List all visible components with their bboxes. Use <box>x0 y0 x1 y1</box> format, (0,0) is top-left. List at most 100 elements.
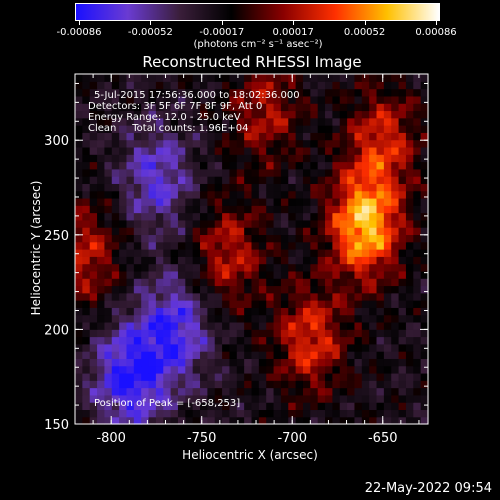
heatmap-cell <box>376 249 385 257</box>
heatmap-cell <box>155 205 164 214</box>
heatmap-cell <box>339 241 348 250</box>
heatmap-cell <box>89 321 98 330</box>
heatmap-cell <box>177 146 186 155</box>
heatmap-cell <box>332 409 341 418</box>
heatmap-cell <box>207 372 216 381</box>
heatmap-cell <box>104 227 113 236</box>
heatmap-cell <box>251 183 260 192</box>
heatmap-cell <box>325 168 333 177</box>
heatmap-cell <box>266 168 275 177</box>
heatmap-cell <box>258 256 267 265</box>
heatmap-cell <box>192 219 201 228</box>
heatmap-cell <box>273 336 282 345</box>
heatmap-cell <box>383 190 392 199</box>
heatmap-cell <box>369 329 378 338</box>
heatmap-cell <box>325 176 333 184</box>
heatmap-cell <box>119 380 128 389</box>
heatmap-cell <box>347 351 356 359</box>
heatmap-cell <box>310 300 319 308</box>
heatmap-cell <box>192 336 201 345</box>
heatmap-cell <box>295 197 304 206</box>
heatmap-cell <box>361 380 370 389</box>
heatmap-cell <box>302 285 311 294</box>
heatmap-cell <box>75 241 83 250</box>
heatmap-cell <box>148 329 157 338</box>
heatmap-cell <box>251 300 260 308</box>
heatmap-cell <box>317 307 326 316</box>
detectors: Detectors: 3F 5F 6F 7F 8F 9F, Att 0 <box>88 101 263 112</box>
heatmap-cell <box>332 197 341 206</box>
heatmap-cell <box>111 263 120 272</box>
peak-position: Position of Peak = [-658,253] <box>94 398 241 409</box>
heatmap-cell <box>229 219 238 228</box>
heatmap-cell <box>413 103 422 112</box>
heatmap-cell <box>236 190 245 199</box>
heatmap-cell <box>111 103 120 112</box>
heatmap-cell <box>170 285 179 294</box>
heatmap-cell <box>111 125 120 133</box>
heatmap-cell <box>376 285 385 294</box>
heatmap-cell <box>185 343 194 352</box>
heatmap-cell <box>369 154 378 163</box>
heatmap-cell <box>207 205 216 214</box>
heatmap-cell <box>97 125 106 133</box>
heatmap-cell <box>369 358 378 367</box>
heatmap-cell <box>222 285 231 294</box>
heatmap-cell <box>244 146 253 155</box>
heatmap-cell <box>391 336 400 345</box>
heatmap-cell <box>185 74 194 82</box>
heatmap-cell <box>111 183 120 192</box>
heatmap-cell <box>104 387 113 396</box>
heatmap-cell <box>155 336 164 345</box>
heatmap-cell <box>398 168 407 177</box>
heatmap-cell <box>391 380 400 389</box>
heatmap-cell <box>170 343 179 352</box>
heatmap-cell <box>163 270 172 279</box>
heatmap-cell <box>339 416 348 425</box>
heatmap-cell <box>273 125 282 133</box>
heatmap-cell <box>133 154 142 163</box>
heatmap-cell <box>222 212 231 221</box>
heatmap-cell <box>200 81 208 90</box>
heatmap-cell <box>420 343 429 352</box>
heatmap-cell <box>222 132 231 141</box>
heatmap-cell <box>295 285 304 294</box>
heatmap-cell <box>266 343 275 352</box>
heatmap-cell <box>89 146 98 155</box>
heatmap-cell <box>266 125 275 133</box>
heatmap-cell <box>185 110 194 119</box>
heatmap-cell <box>97 74 106 82</box>
heatmap-cell <box>97 358 106 367</box>
heatmap-cell <box>295 205 304 214</box>
heatmap-cell <box>266 358 275 367</box>
heatmap-cell <box>141 292 150 301</box>
heatmap-cell <box>207 380 216 389</box>
heatmap-cell <box>214 176 223 184</box>
heatmap-cell <box>229 336 238 345</box>
heatmap-cell <box>207 416 216 425</box>
heatmap-cell <box>339 154 348 163</box>
heatmap-cell <box>354 300 363 308</box>
heatmap-cell <box>251 103 260 112</box>
heatmap-cell <box>126 300 135 308</box>
heatmap-cell <box>266 241 275 250</box>
heatmap-cell <box>295 110 304 119</box>
heatmap-cell <box>82 132 91 141</box>
heatmap-cell <box>288 365 297 374</box>
heatmap-cell <box>126 278 135 287</box>
clean-counts: Clean Total counts: 1.96E+04 <box>88 123 249 134</box>
heatmap-cell <box>222 380 231 389</box>
heatmap-cell <box>126 351 135 359</box>
heatmap-cell <box>383 329 392 338</box>
heatmap-cell <box>266 110 275 119</box>
heatmap-cell <box>251 387 260 396</box>
heatmap-cell <box>229 387 238 396</box>
heatmap-cell <box>369 351 378 359</box>
heatmap-cell <box>273 117 282 126</box>
heatmap-cell <box>163 351 172 359</box>
heatmap-cell <box>369 219 378 228</box>
heatmap-cell <box>170 154 179 163</box>
heatmap-cell <box>126 212 135 221</box>
heatmap-cell <box>266 270 275 279</box>
heatmap-cell <box>383 380 392 389</box>
